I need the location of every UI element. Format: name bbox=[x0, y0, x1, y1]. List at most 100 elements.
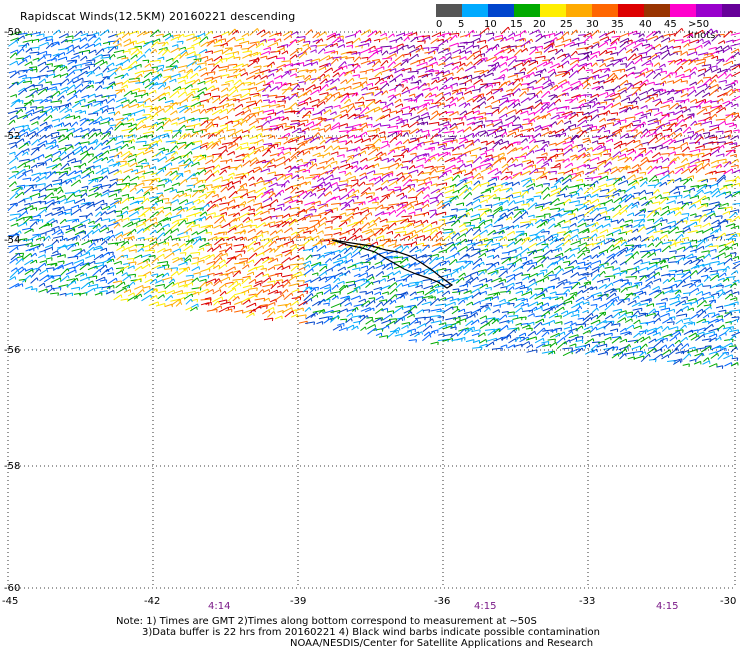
wind-barb-flag bbox=[338, 145, 341, 149]
wind-barb-flag bbox=[312, 107, 315, 112]
wind-barb bbox=[359, 48, 371, 54]
wind-barb-flag bbox=[501, 87, 504, 92]
wind-barb bbox=[144, 82, 154, 89]
wind-barb bbox=[172, 86, 181, 92]
wind-barb-flag bbox=[516, 158, 519, 162]
wind-barb-flag bbox=[672, 88, 675, 93]
wind-barb-flag bbox=[211, 96, 214, 100]
wind-barb bbox=[569, 126, 581, 131]
wind-barb bbox=[430, 166, 438, 170]
wind-barb-flag bbox=[30, 48, 33, 52]
wind-barb bbox=[25, 47, 32, 53]
wind-barb-flag bbox=[569, 54, 572, 59]
wind-barb bbox=[177, 141, 186, 145]
wind-barb bbox=[107, 158, 113, 164]
wind-barb-flag bbox=[356, 165, 358, 169]
wind-barb bbox=[725, 55, 734, 63]
wind-barb bbox=[543, 39, 554, 45]
wind-barb bbox=[500, 47, 511, 54]
wind-barb-flag bbox=[695, 66, 698, 71]
wind-barb bbox=[8, 81, 17, 89]
wind-barb-flag bbox=[30, 112, 33, 116]
wind-barb bbox=[98, 75, 108, 85]
wind-barb bbox=[674, 39, 684, 42]
wind-barb bbox=[351, 63, 359, 67]
wind-barb bbox=[45, 81, 52, 84]
wind-barb bbox=[604, 30, 615, 36]
wind-barb bbox=[184, 33, 195, 38]
wind-barb bbox=[486, 123, 494, 127]
wind-barb-flag bbox=[58, 90, 61, 95]
wind-barb bbox=[479, 162, 491, 167]
wind-barb bbox=[592, 80, 600, 85]
wind-barb-flag bbox=[166, 41, 169, 45]
wind-barb-flag bbox=[50, 158, 53, 162]
wind-barb bbox=[526, 66, 537, 75]
wind-barb-flag bbox=[213, 85, 215, 89]
wind-barb-flag bbox=[176, 60, 179, 64]
wind-barb bbox=[312, 85, 321, 90]
wind-barb-flag bbox=[57, 54, 60, 58]
wind-barb-flag bbox=[547, 162, 550, 166]
wind-barb bbox=[424, 68, 434, 73]
wind-barb-flag bbox=[94, 35, 97, 39]
wind-barb bbox=[304, 96, 311, 102]
wind-barb bbox=[583, 158, 590, 164]
wind-barb bbox=[158, 156, 167, 162]
wind-barb bbox=[457, 45, 465, 48]
wind-barb-flag bbox=[128, 32, 131, 36]
wind-barb-flag bbox=[47, 65, 50, 69]
wind-barb-flag bbox=[703, 100, 706, 104]
wind-barb-flag bbox=[590, 35, 593, 39]
wind-barb-flag bbox=[371, 124, 373, 128]
scale-swatch-8 bbox=[644, 4, 670, 17]
wind-barb bbox=[142, 59, 149, 62]
wind-barb bbox=[605, 88, 615, 92]
wind-barb-flag bbox=[96, 112, 99, 116]
wind-barb bbox=[590, 93, 599, 99]
wind-barb-flag bbox=[588, 165, 591, 169]
wind-barb-flag bbox=[553, 56, 556, 61]
wind-barb bbox=[603, 110, 610, 116]
wind-barb bbox=[312, 152, 321, 157]
wind-barb bbox=[121, 32, 130, 39]
wind-barb bbox=[505, 55, 517, 62]
wind-barb bbox=[32, 99, 43, 102]
wind-barb-flag bbox=[330, 145, 333, 149]
wind-barb bbox=[710, 159, 719, 164]
wind-barb-flag bbox=[629, 106, 632, 111]
wind-barb bbox=[382, 108, 391, 113]
wind-barb-flag bbox=[91, 146, 94, 150]
wind-barb bbox=[204, 165, 215, 170]
wind-barb bbox=[93, 142, 102, 151]
wind-barb bbox=[723, 88, 733, 97]
wind-barb bbox=[408, 44, 415, 49]
wind-barb-flag bbox=[288, 133, 291, 137]
wind-barb bbox=[184, 51, 196, 57]
wind-barb bbox=[259, 38, 266, 43]
wind-barb-flag bbox=[636, 129, 638, 133]
wind-barb-flag bbox=[494, 64, 497, 68]
wind-barb bbox=[63, 122, 71, 127]
wind-barb bbox=[347, 134, 355, 139]
wind-barb bbox=[372, 138, 380, 146]
wind-barb bbox=[281, 50, 288, 55]
wind-barb bbox=[647, 53, 657, 61]
wind-barb bbox=[31, 172, 41, 176]
wind-barb-flag bbox=[545, 156, 547, 161]
wind-barb-flag bbox=[702, 38, 704, 42]
wind-barb-flag bbox=[655, 136, 658, 140]
wind-barb bbox=[438, 117, 448, 120]
wind-barb-flag bbox=[648, 130, 651, 134]
wind-barb bbox=[680, 141, 688, 147]
wind-barb-flag bbox=[169, 119, 172, 123]
wind-barb bbox=[284, 165, 291, 170]
wind-barb bbox=[218, 65, 229, 69]
wind-barb bbox=[319, 160, 327, 165]
wind-barb bbox=[247, 125, 255, 132]
wind-barb-flag bbox=[366, 87, 368, 91]
wind-barb bbox=[262, 149, 270, 157]
wind-barb bbox=[686, 130, 694, 134]
wind-barb bbox=[514, 33, 521, 37]
wind-barb-flag bbox=[329, 109, 332, 113]
